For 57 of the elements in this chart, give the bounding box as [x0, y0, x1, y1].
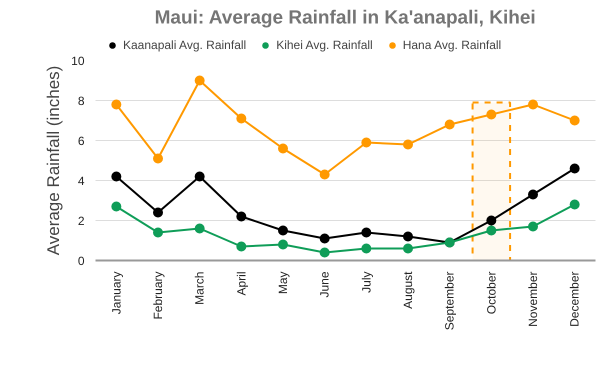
- point: [236, 212, 246, 222]
- legend-label: Kihei Avg. Rainfall: [276, 38, 373, 52]
- point: [111, 202, 122, 212]
- x-tick-label: October: [484, 271, 498, 314]
- legend-label: Kaanapali Avg. Rainfall: [123, 38, 246, 52]
- point: [486, 110, 496, 120]
- point: [236, 114, 246, 124]
- x-tick-label: March: [192, 271, 207, 305]
- point: [361, 138, 372, 148]
- x-tick-label: May: [276, 272, 290, 294]
- x-tick-label: April: [234, 271, 248, 296]
- x-tick-label: November: [526, 271, 540, 327]
- x-tick-label: August: [401, 270, 415, 309]
- point: [111, 100, 122, 110]
- y-tick-label: 10: [71, 54, 85, 68]
- y-tick-label: 8: [78, 94, 85, 108]
- point: [528, 190, 538, 200]
- point: [153, 208, 163, 218]
- x-tick-label: December: [568, 271, 582, 327]
- x-tick-label: February: [151, 271, 165, 320]
- point: [403, 244, 413, 254]
- y-tick-label: 0: [78, 254, 85, 268]
- point: [194, 224, 205, 234]
- point: [153, 154, 163, 164]
- x-tick-label: January: [109, 271, 124, 314]
- x-tick-label: June: [318, 271, 332, 298]
- point: [278, 144, 288, 154]
- legend-label: Hana Avg. Rainfall: [402, 38, 502, 52]
- point: [320, 170, 330, 180]
- point: [570, 164, 580, 174]
- point: [153, 228, 163, 238]
- chart-title: Maui: Average Rainfall in Ka'anapali, Kihei: [154, 8, 536, 28]
- point: [278, 240, 288, 250]
- point: [361, 244, 372, 254]
- y-tick-label: 2: [78, 214, 85, 228]
- y-axis-title: Average Rainfall (inches): [44, 66, 64, 256]
- point: [320, 234, 330, 244]
- point: [528, 100, 538, 110]
- point: [570, 116, 580, 126]
- point: [194, 76, 205, 86]
- point: [278, 226, 288, 236]
- point: [194, 172, 205, 182]
- point: [361, 228, 372, 238]
- y-tick-label: 6: [78, 134, 85, 148]
- point: [111, 172, 122, 182]
- point: [403, 140, 413, 150]
- point: [403, 232, 413, 242]
- point: [486, 216, 496, 226]
- point: [236, 242, 246, 252]
- point: [570, 200, 580, 210]
- point: [444, 120, 455, 130]
- y-tick-label: 4: [78, 174, 85, 188]
- point: [320, 248, 330, 258]
- x-tick-label: July: [359, 271, 374, 293]
- point: [528, 222, 538, 232]
- x-tick-label: September: [442, 271, 457, 330]
- point: [486, 226, 496, 236]
